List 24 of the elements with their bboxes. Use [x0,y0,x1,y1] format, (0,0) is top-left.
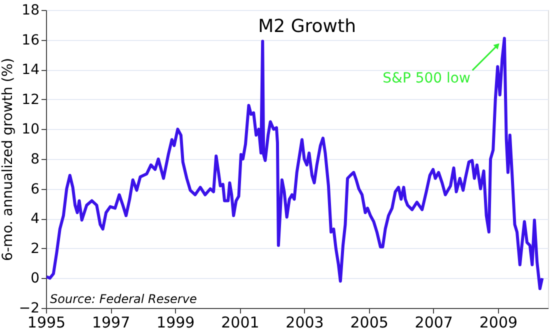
y-tick-label: 2 [30,240,40,257]
y-tick-label: 0 [30,270,40,287]
x-tick-label: 2005 [350,314,388,332]
x-tick-label: 2003 [286,314,324,332]
y-tick-label: −2 [18,300,40,316]
annotation: Source: Federal Reserve [50,292,197,306]
x-tick-label: 1999 [156,314,195,332]
y-tick-label: 4 [30,211,40,228]
y-tick-label: 12 [22,92,40,108]
x-tick-label: 1997 [92,314,130,332]
y-tick-label: 16 [22,32,40,48]
x-tick-label: 2009 [479,314,518,332]
x-tick-label: 2001 [221,314,260,332]
y-tick-label: 6 [30,181,40,198]
y-tick-label: 18 [22,2,40,18]
y-tick-label: 8 [30,152,40,168]
chart-title: M2 Growth [258,16,356,37]
x-tick-label: 1995 [27,314,66,332]
x-tick-label: 2007 [414,314,453,332]
y-axis-title: 6-mo. annualized growth (%) [0,58,16,262]
line-series [46,36,544,290]
y-tick-label: 10 [22,122,40,138]
y-tick-label: 14 [22,62,40,78]
annotation: S&P 500 low [382,70,470,86]
